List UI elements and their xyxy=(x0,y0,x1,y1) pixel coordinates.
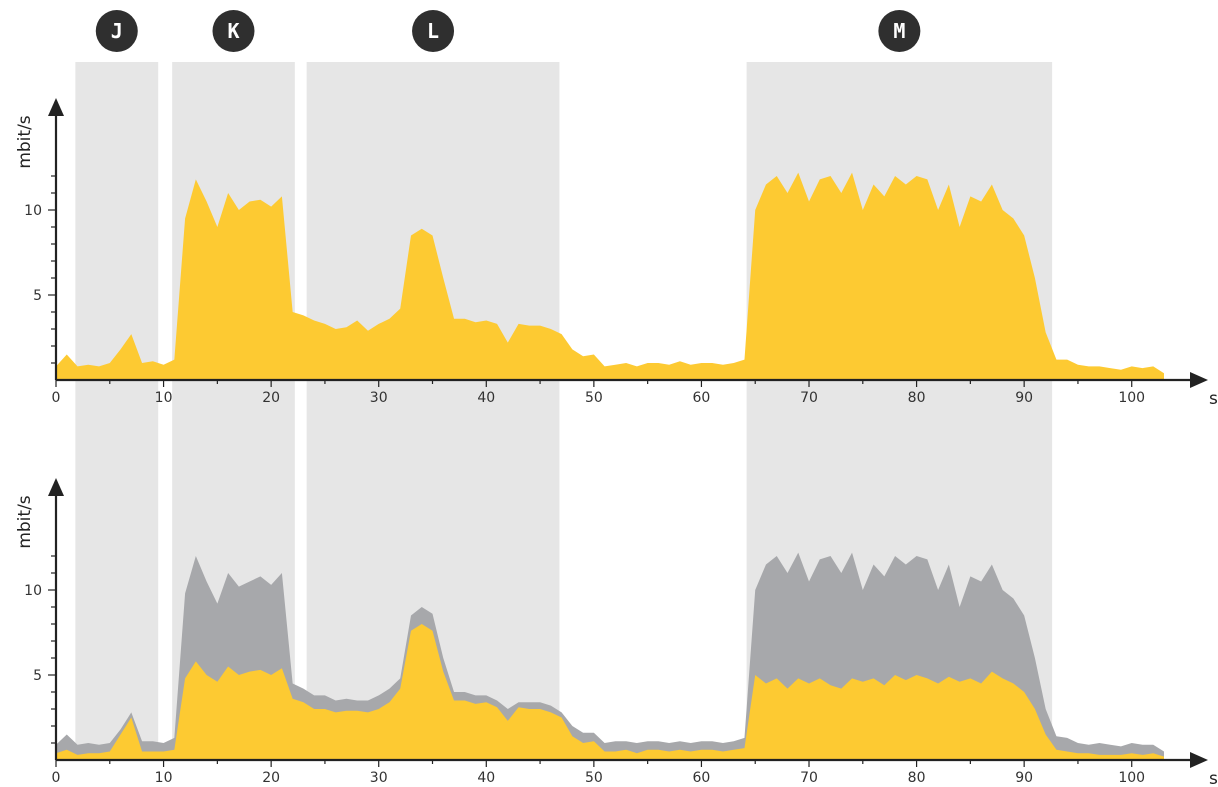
period-badge-label: J xyxy=(111,19,123,43)
x-tick-label: 60 xyxy=(693,770,711,786)
period-badge-circle xyxy=(412,10,455,52)
x-tick-label: 80 xyxy=(908,770,926,786)
x-tick-label: 60 xyxy=(693,390,711,406)
x-tick-label: 40 xyxy=(477,390,495,406)
period-badge-circle xyxy=(878,10,921,52)
period-badges: J K L M xyxy=(95,10,921,52)
series-area-0 xyxy=(56,172,1164,380)
period-badge-l: L xyxy=(412,10,455,52)
series-group xyxy=(56,172,1164,380)
x-tick-label: 70 xyxy=(800,770,818,786)
x-tick-label: 40 xyxy=(477,770,495,786)
x-tick-label: 90 xyxy=(1015,770,1033,786)
y-axis-title: mbit/s xyxy=(15,115,35,168)
x-axis-title: s xyxy=(1209,769,1218,787)
y-tick-label: 10 xyxy=(24,583,42,599)
x-tick-label: 20 xyxy=(262,770,280,786)
period-badge-label: L xyxy=(427,19,439,43)
x-tick-label: 80 xyxy=(908,390,926,406)
x-tick-label: 100 xyxy=(1118,390,1145,406)
y-tick-label: 5 xyxy=(33,668,42,684)
x-tick-label: 90 xyxy=(1015,390,1033,406)
period-badge-j: J xyxy=(95,10,138,52)
x-tick-label: 10 xyxy=(155,770,173,786)
y-tick-label: 10 xyxy=(24,203,42,219)
y-axis-arrow-icon xyxy=(48,478,64,496)
x-tick-label: 10 xyxy=(155,390,173,406)
y-axis-title: mbit/s xyxy=(15,495,35,548)
period-badge-circle xyxy=(212,10,255,52)
period-badge-k: K xyxy=(212,10,255,52)
x-tick-label: 30 xyxy=(370,770,388,786)
x-tick-label: 70 xyxy=(800,390,818,406)
series-area-1 xyxy=(56,624,1164,760)
x-tick-label: 50 xyxy=(585,770,603,786)
y-tick-label: 5 xyxy=(33,288,42,304)
period-badge-circle xyxy=(95,10,138,52)
period-badge-label: M xyxy=(893,19,905,43)
x-axis-arrow-icon xyxy=(1190,372,1208,388)
x-axis-title: s xyxy=(1209,389,1218,409)
x-tick-label: 100 xyxy=(1118,770,1145,786)
x-tick-label: 0 xyxy=(52,390,61,406)
series-group xyxy=(56,552,1164,760)
period-badge-m: M xyxy=(878,10,921,52)
period-band-j xyxy=(75,62,159,760)
y-axis-arrow-icon xyxy=(48,98,64,116)
x-tick-label: 50 xyxy=(585,390,603,406)
period-badge-label: K xyxy=(227,19,239,43)
x-tick-label: 0 xyxy=(52,770,61,786)
x-tick-label: 30 xyxy=(370,390,388,406)
x-tick-label: 20 xyxy=(262,390,280,406)
x-axis-arrow-icon xyxy=(1190,752,1208,768)
